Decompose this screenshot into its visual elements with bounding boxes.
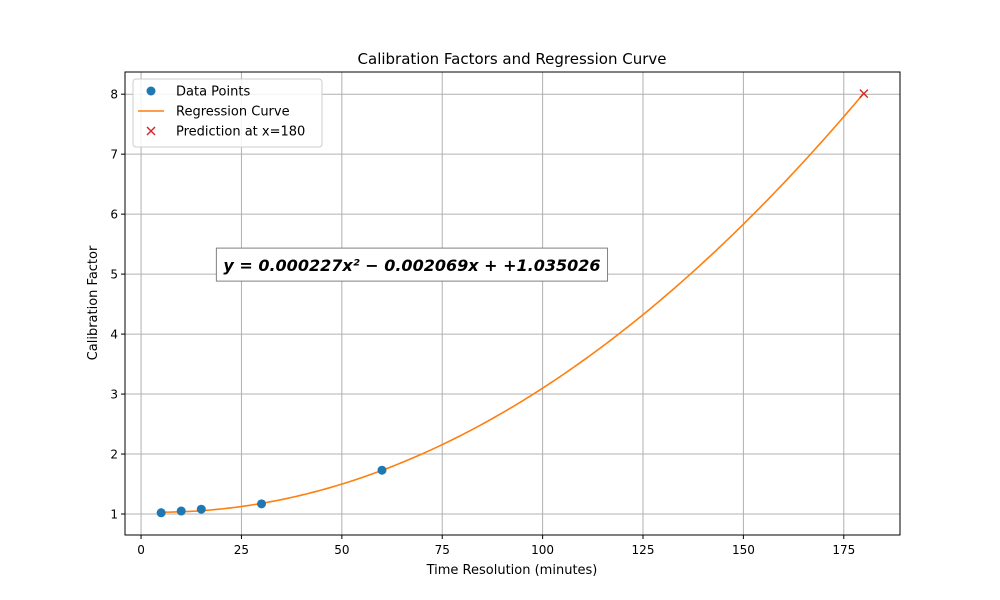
x-axis-label: Time Resolution (minutes) [426,563,598,578]
data-point [257,499,267,509]
x-tick-label: 0 [137,543,145,557]
chart-title: Calibration Factors and Regression Curve [358,50,667,68]
equation-annotation: y = 0.000227x² − 0.002069x + +1.035026 [215,247,609,282]
legend-key [146,126,156,136]
y-tick-label: 3 [110,388,118,402]
y-tick-label: 6 [110,208,118,222]
y-tick-label: 8 [110,88,118,102]
x-tick-label: 175 [832,543,855,557]
legend-box [132,78,323,148]
y-tick-label: 4 [110,328,118,342]
legend-label: Data Points [176,85,250,100]
y-tick-label: 2 [110,448,118,462]
plot-frame [124,71,901,536]
data-point [156,508,166,518]
equation-text: y = 0.000227x² − 0.002069x + +1.035026 [223,256,600,275]
x-ticks: 0 25 50 75 100 125 150 175 [137,535,855,557]
x-tick-label: 100 [531,543,554,557]
legend-label: Regression Curve [176,105,290,120]
x-tick-label: 150 [732,543,755,557]
x-tick-label: 25 [234,543,249,557]
regression-curve [161,92,865,513]
legend: Data Points Regression Curve Prediction at… [132,78,323,148]
data-point [176,506,186,516]
data-point [377,465,387,475]
x-tick-label: 125 [632,543,655,557]
legend-label: Prediction at x=180 [176,125,305,140]
y-ticks: 1 2 3 4 5 6 7 8 [110,88,125,522]
y-axis-label: Calibration Factor [86,245,101,360]
x-tick-label: 75 [435,543,450,557]
y-tick-label: 7 [110,148,118,162]
data-point [196,504,206,514]
legend-key [146,86,156,96]
plot-content [156,89,869,518]
y-tick-label: 5 [110,268,118,282]
prediction-marker [859,89,869,99]
y-tick-label: 1 [110,508,118,522]
equation-box [215,247,609,282]
x-tick-label: 50 [334,543,349,557]
